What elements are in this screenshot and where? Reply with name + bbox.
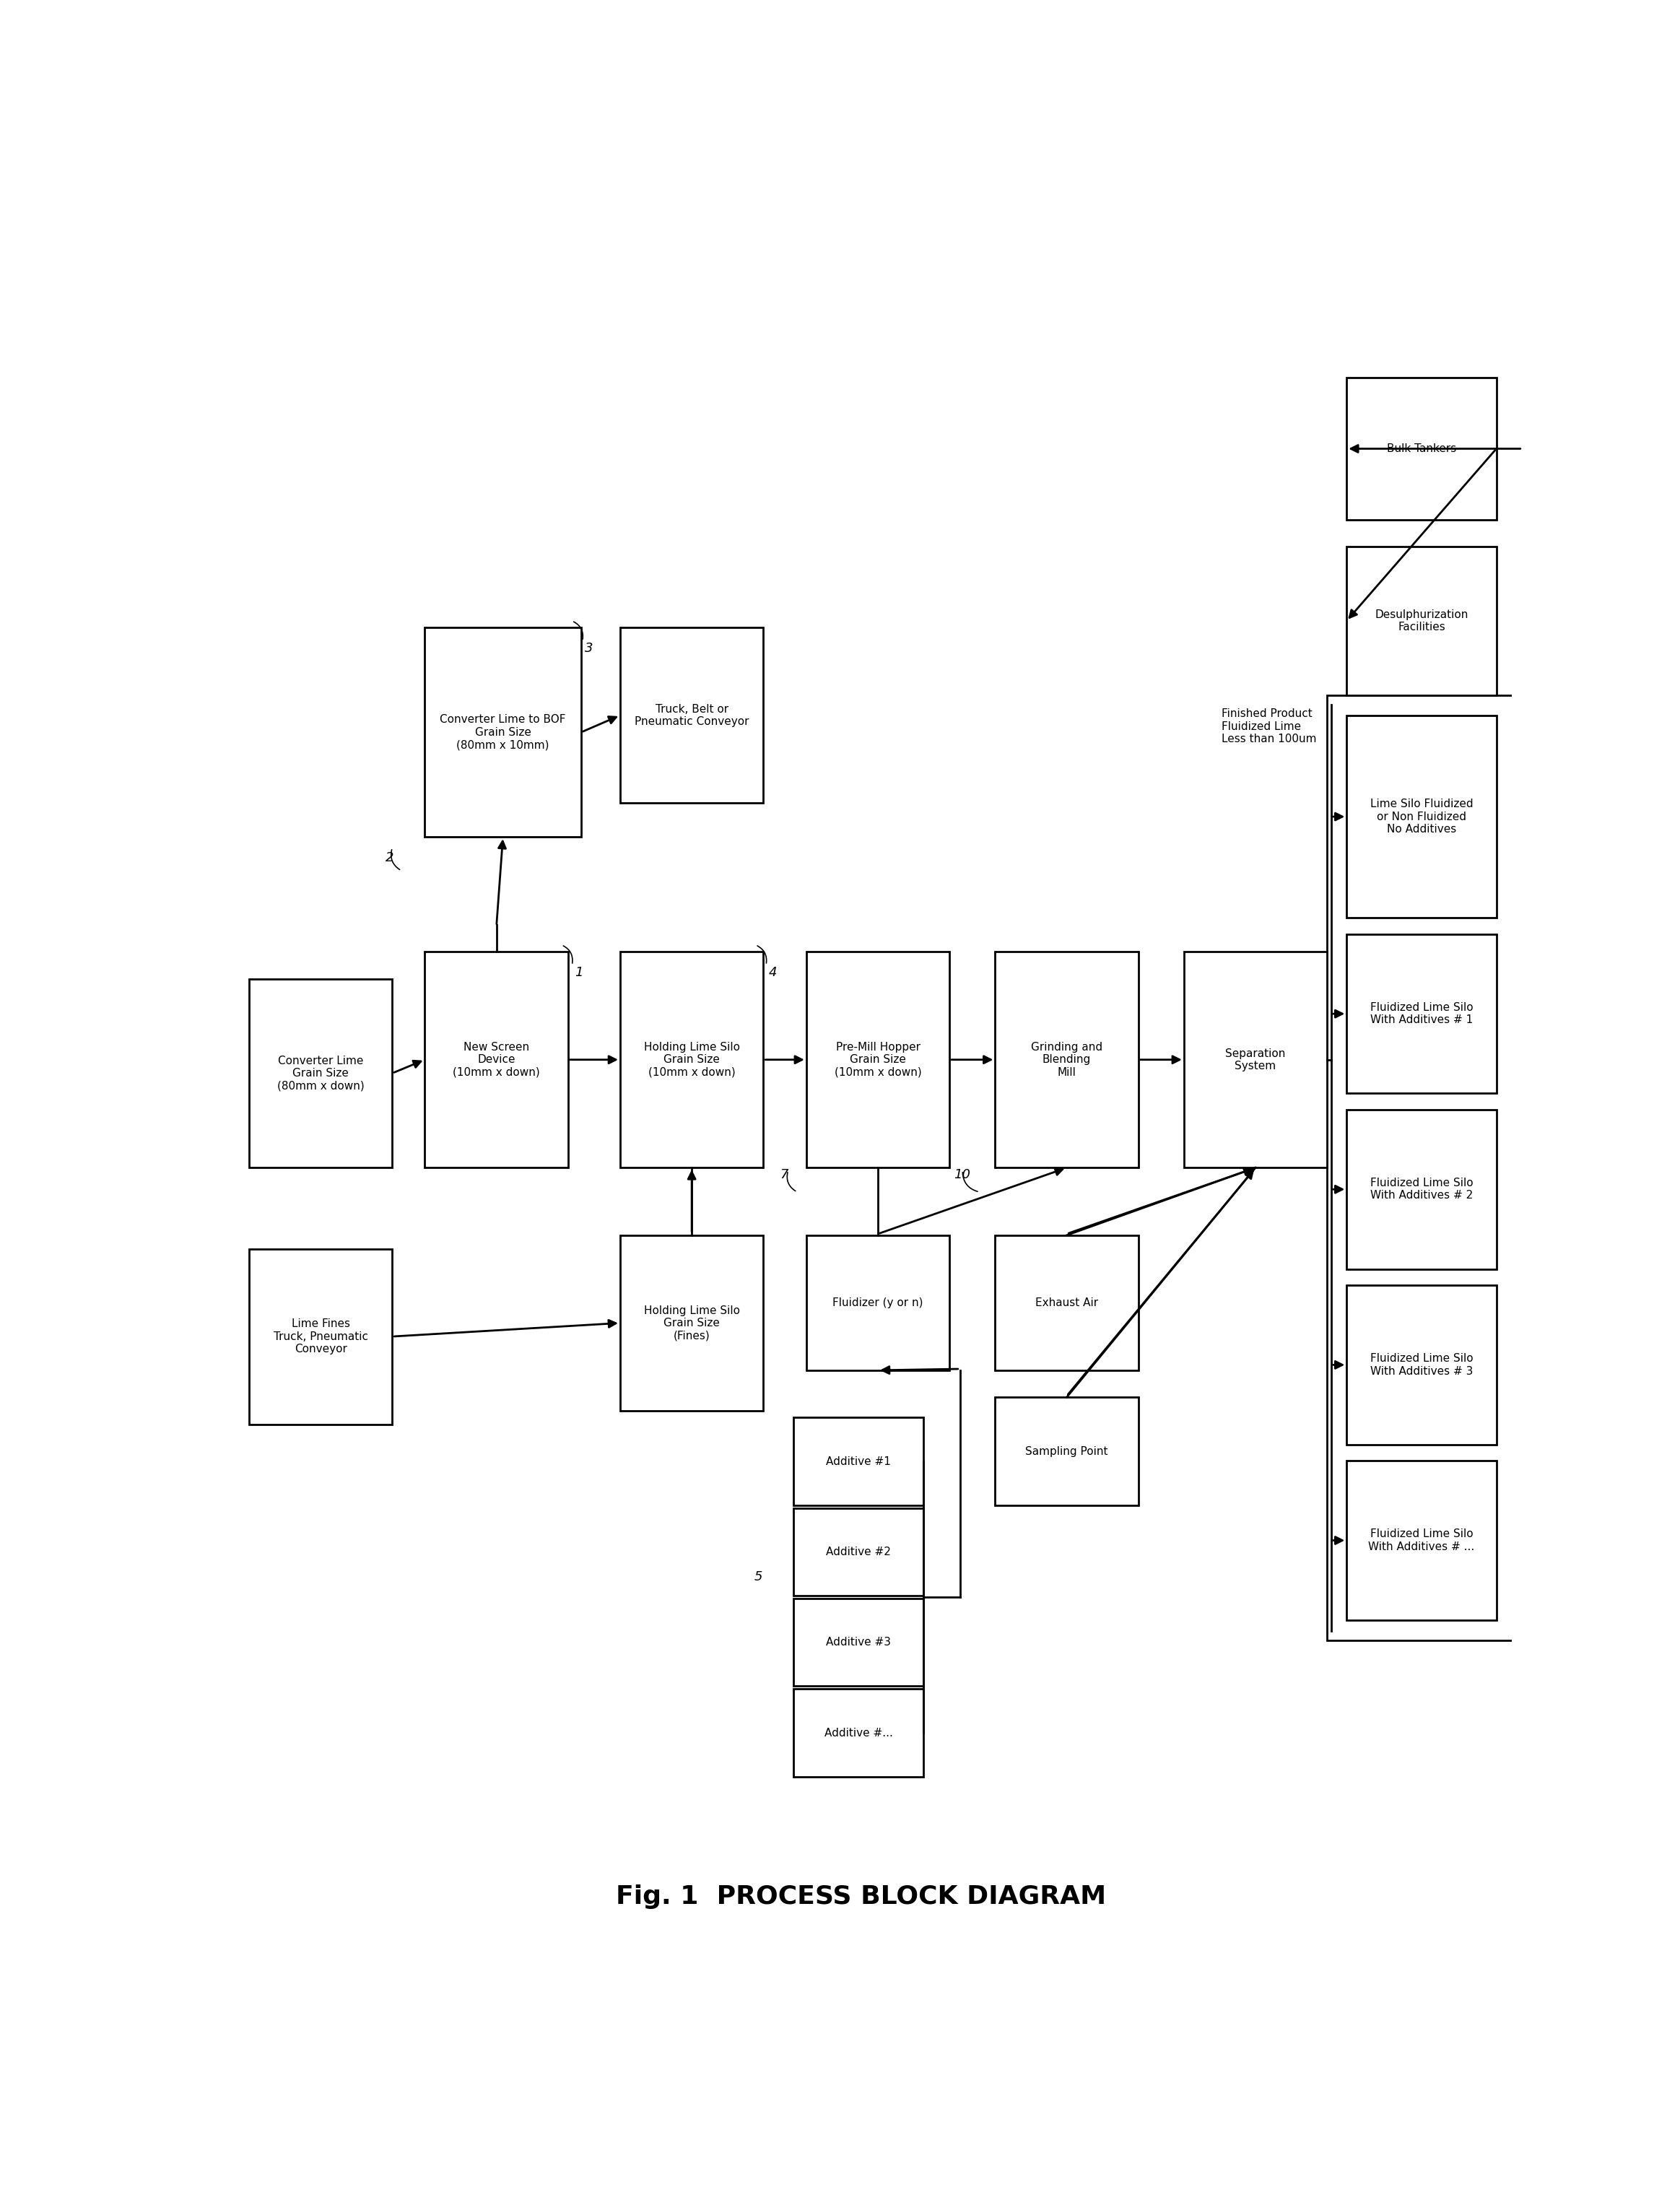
Text: Fluidized Lime Silo
With Additives # ...: Fluidized Lime Silo With Additives # ... [1368, 1528, 1475, 1552]
Text: 10: 10 [954, 1168, 969, 1181]
FancyBboxPatch shape [249, 978, 393, 1168]
Text: Finished Product
Fluidized Lime
Less than 100um: Finished Product Fluidized Lime Less tha… [1221, 708, 1317, 745]
Text: Pre-Mill Hopper
Grain Size
(10mm x down): Pre-Mill Hopper Grain Size (10mm x down) [835, 1041, 922, 1078]
Text: New Screen
Device
(10mm x down): New Screen Device (10mm x down) [454, 1041, 539, 1078]
Text: Desulphurization
Facilities: Desulphurization Facilities [1374, 609, 1468, 633]
FancyBboxPatch shape [1347, 934, 1497, 1094]
FancyBboxPatch shape [793, 1418, 924, 1506]
Text: Converter Lime to BOF
Grain Size
(80mm x 10mm): Converter Lime to BOF Grain Size (80mm x… [440, 715, 566, 750]
FancyBboxPatch shape [806, 951, 949, 1168]
FancyBboxPatch shape [249, 1249, 393, 1425]
FancyBboxPatch shape [1347, 715, 1497, 918]
Text: Fluidized Lime Silo
With Additives # 2: Fluidized Lime Silo With Additives # 2 [1369, 1177, 1473, 1201]
Text: Holding Lime Silo
Grain Size
(Fines): Holding Lime Silo Grain Size (Fines) [643, 1304, 739, 1342]
Text: Fig. 1  PROCESS BLOCK DIAGRAM: Fig. 1 PROCESS BLOCK DIAGRAM [617, 1885, 1105, 1909]
Text: 1: 1 [575, 967, 583, 978]
FancyBboxPatch shape [1347, 546, 1497, 695]
FancyBboxPatch shape [995, 1236, 1139, 1370]
FancyBboxPatch shape [793, 1508, 924, 1596]
Text: Lime Silo Fluidized
or Non Fluidized
No Additives: Lime Silo Fluidized or Non Fluidized No … [1369, 798, 1473, 835]
Text: Exhaust Air: Exhaust Air [1035, 1298, 1099, 1309]
Text: Bulk Tankers: Bulk Tankers [1386, 443, 1457, 454]
FancyBboxPatch shape [806, 1236, 949, 1370]
Text: Lime Fines
Truck, Pneumatic
Conveyor: Lime Fines Truck, Pneumatic Conveyor [274, 1320, 368, 1355]
FancyBboxPatch shape [1184, 951, 1327, 1168]
Text: Sampling Point: Sampling Point [1025, 1447, 1109, 1458]
Text: Separation
System: Separation System [1225, 1048, 1285, 1072]
Text: Converter Lime
Grain Size
(80mm x down): Converter Lime Grain Size (80mm x down) [277, 1054, 365, 1092]
Text: Fluidized Lime Silo
With Additives # 3: Fluidized Lime Silo With Additives # 3 [1369, 1352, 1473, 1377]
FancyBboxPatch shape [995, 1396, 1139, 1506]
FancyBboxPatch shape [1347, 1109, 1497, 1269]
Text: 2: 2 [386, 850, 395, 864]
Text: Additive #3: Additive #3 [827, 1637, 890, 1648]
Text: Additive #...: Additive #... [825, 1727, 892, 1738]
FancyBboxPatch shape [620, 951, 763, 1168]
Text: 4: 4 [768, 967, 776, 978]
Text: Additive #2: Additive #2 [827, 1548, 890, 1556]
Text: Grinding and
Blending
Mill: Grinding and Blending Mill [1032, 1041, 1102, 1078]
FancyBboxPatch shape [620, 627, 763, 802]
Text: Additive #1: Additive #1 [827, 1455, 890, 1466]
FancyBboxPatch shape [1347, 1285, 1497, 1445]
FancyBboxPatch shape [425, 951, 568, 1168]
FancyBboxPatch shape [793, 1598, 924, 1686]
FancyBboxPatch shape [1347, 377, 1497, 520]
FancyBboxPatch shape [1347, 1460, 1497, 1620]
FancyBboxPatch shape [793, 1688, 924, 1778]
FancyBboxPatch shape [425, 627, 581, 837]
Text: Fluidized Lime Silo
With Additives # 1: Fluidized Lime Silo With Additives # 1 [1369, 1002, 1473, 1026]
FancyBboxPatch shape [620, 1236, 763, 1412]
Text: Fluidizer (y or n): Fluidizer (y or n) [833, 1298, 924, 1309]
Text: 7: 7 [780, 1168, 788, 1181]
Text: Holding Lime Silo
Grain Size
(10mm x down): Holding Lime Silo Grain Size (10mm x dow… [643, 1041, 739, 1078]
FancyBboxPatch shape [995, 951, 1139, 1168]
Text: 5: 5 [754, 1572, 763, 1583]
Text: 3: 3 [585, 642, 593, 655]
Text: Truck, Belt or
Pneumatic Conveyor: Truck, Belt or Pneumatic Conveyor [635, 704, 749, 728]
